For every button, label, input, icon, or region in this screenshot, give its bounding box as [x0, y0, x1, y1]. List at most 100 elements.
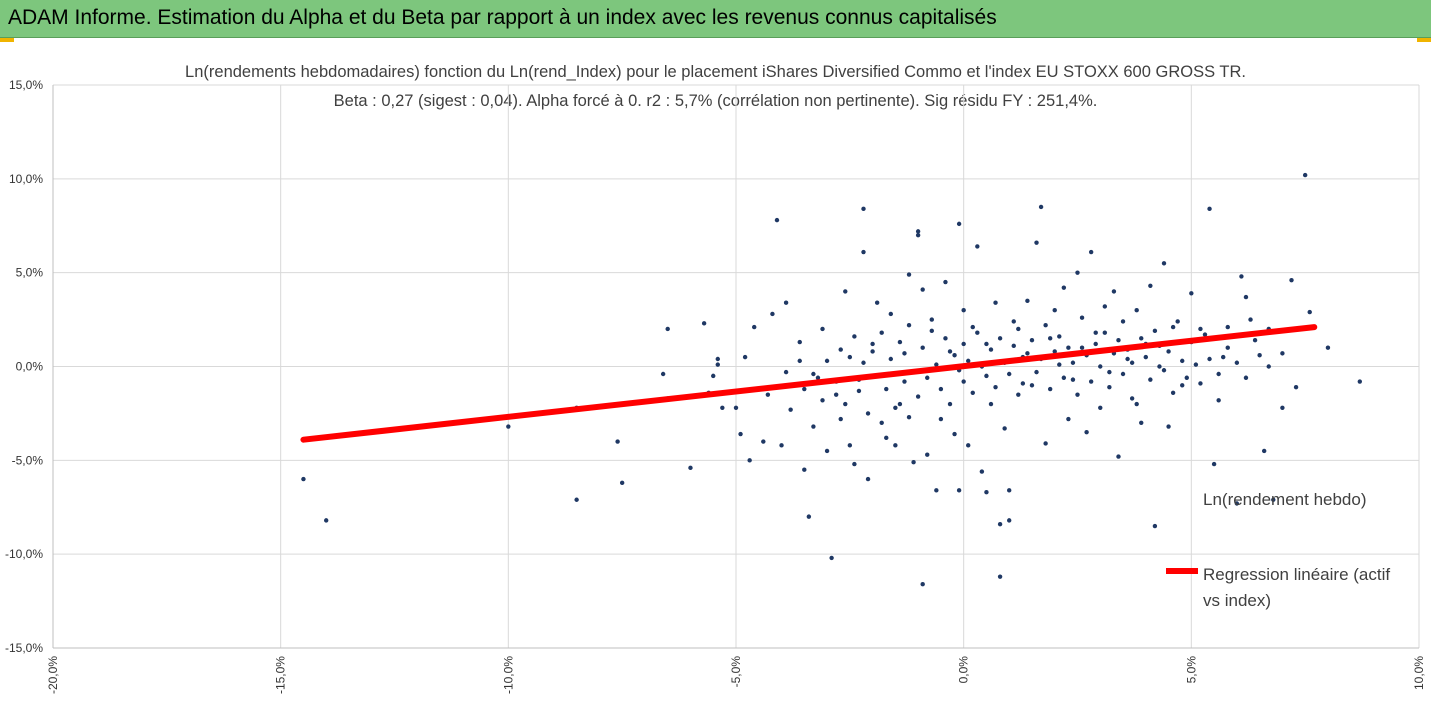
scatter-point [1043, 323, 1048, 328]
scatter-point [843, 289, 848, 294]
scatter-point [952, 431, 957, 437]
scatter-point [870, 341, 875, 347]
scatter-point [1007, 371, 1012, 377]
scatter-point [752, 324, 757, 330]
scatter-point [1079, 345, 1085, 350]
scatter-point [797, 339, 802, 345]
scatter-point [947, 401, 953, 407]
x-tick-label: 10,0% [1412, 656, 1426, 690]
scatter-point [847, 354, 853, 360]
scatter-point [1016, 392, 1021, 397]
scatter-point [884, 435, 889, 441]
scatter-point [865, 476, 871, 482]
scatter-point [1020, 381, 1026, 386]
scatter-point [884, 386, 889, 392]
scatter-point [988, 401, 994, 407]
y-tick-label: 5,0% [16, 266, 44, 280]
scatter-point [970, 390, 975, 395]
scatter-point [1084, 429, 1089, 435]
scatter-point [1093, 330, 1098, 335]
scatter-point [747, 458, 752, 463]
scatter-point [1070, 377, 1076, 382]
scatter-point [802, 467, 807, 472]
scatter-point [975, 244, 980, 249]
scatter-point [852, 334, 857, 339]
scatter-point [1143, 354, 1149, 360]
scatter-point [861, 360, 866, 365]
scatter-point [984, 341, 989, 347]
scatter-point [1107, 384, 1112, 390]
scatter-point [1166, 424, 1171, 429]
scatter-point [993, 300, 998, 305]
scatter-point [1002, 426, 1007, 431]
scatter-point [847, 443, 853, 448]
scatter-point [1011, 319, 1016, 324]
scatter-point [820, 326, 825, 332]
scatter-point [806, 514, 812, 519]
scatter-point [1280, 351, 1285, 356]
scatter-point [1052, 349, 1057, 354]
scatter-point [1134, 308, 1139, 313]
scatter-point [1202, 332, 1208, 337]
scatter-point [1225, 324, 1230, 330]
scatter-point [1166, 349, 1171, 354]
scatter-point [774, 217, 780, 223]
scatter-point [1148, 283, 1153, 289]
scatter-point [1134, 401, 1139, 407]
scatter-point [1148, 377, 1153, 382]
scatter-series [301, 172, 1363, 587]
scatter-point [1152, 523, 1158, 529]
scatter-point [1152, 328, 1158, 334]
scatter-point [733, 405, 739, 410]
scatter-point [1025, 298, 1030, 304]
y-tick-label: -15,0% [5, 641, 43, 655]
scatter-point [920, 345, 925, 350]
scatter-point [1225, 345, 1230, 350]
scatter-point [856, 388, 862, 394]
scatter-point [943, 336, 948, 341]
scatter-point [1120, 319, 1126, 324]
scatter-point [738, 431, 743, 437]
scatter-point [802, 386, 807, 392]
scatter-point [1266, 364, 1271, 369]
scatter-point [1098, 364, 1103, 369]
scatter-point [1066, 345, 1071, 350]
x-tick-label: -10,0% [501, 656, 515, 694]
scatter-point [715, 356, 720, 362]
scatter-point [1307, 309, 1312, 315]
scatter-point [888, 356, 894, 362]
scatter-point [975, 330, 980, 335]
scatter-point [761, 439, 766, 444]
scatter-point [925, 375, 930, 380]
scatter-point [1211, 461, 1217, 467]
scatter-point [1047, 386, 1053, 392]
scatter-point [1234, 360, 1240, 365]
scatter-point [988, 347, 994, 352]
scatter-point [838, 347, 843, 352]
scatter-point [1248, 317, 1253, 322]
chart-grid [52, 84, 1420, 649]
scatter-point [779, 443, 784, 448]
scatter-point [1184, 375, 1189, 380]
scatter-point [1180, 358, 1185, 364]
scatter-point [874, 300, 880, 305]
scatter-point [1098, 405, 1103, 410]
scatter-point [929, 328, 934, 334]
scatter-point [888, 311, 894, 317]
scatter-point [783, 369, 789, 375]
legend-line-swatch [1166, 568, 1198, 574]
y-axis-labels: -15,0% -10,0% -5,0% 0,0% 5,0% 10,0% 15,0% [5, 78, 43, 655]
x-tick-label: 5,0% [1184, 656, 1198, 684]
scatter-point [833, 392, 839, 397]
scatter-point [1120, 371, 1126, 377]
scatter-point [920, 581, 925, 587]
scatter-point [934, 488, 939, 493]
legend-scatter-label: Ln(rendement hebdo) [1203, 490, 1367, 509]
scatter-point [984, 373, 989, 379]
scatter-point [1170, 390, 1176, 395]
scatter-point [301, 476, 306, 482]
scatter-point [1034, 369, 1039, 375]
scatter-point [688, 465, 693, 471]
scatter-point [1025, 351, 1030, 356]
scatter-point [934, 362, 939, 367]
